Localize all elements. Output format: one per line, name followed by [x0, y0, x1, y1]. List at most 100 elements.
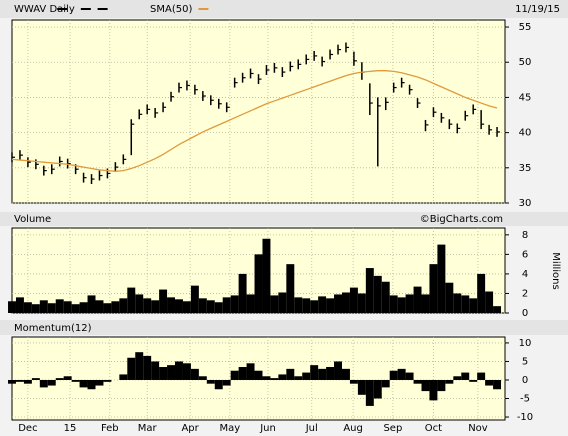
y-tick-label: 45	[519, 92, 532, 103]
bar	[310, 300, 319, 313]
bar	[326, 367, 335, 380]
x-tick-label: Apr	[181, 423, 199, 434]
bar	[246, 363, 255, 380]
bar	[31, 304, 40, 313]
bar	[477, 273, 486, 313]
bar	[190, 285, 199, 313]
y-tick-label: 50	[519, 57, 532, 68]
x-tick-label: Sep	[383, 423, 402, 434]
bar	[453, 376, 462, 380]
bar	[294, 297, 303, 313]
bar	[270, 378, 279, 380]
bar	[461, 295, 470, 313]
x-tick-label: Oct	[425, 423, 442, 434]
bar	[175, 361, 183, 380]
bar	[381, 379, 390, 388]
bar	[286, 264, 295, 313]
bar	[477, 372, 486, 380]
bar	[47, 303, 56, 313]
bar	[63, 301, 72, 313]
bar	[278, 292, 287, 313]
bar	[334, 361, 342, 380]
bar	[159, 367, 168, 380]
bar	[23, 302, 32, 313]
bar	[222, 297, 231, 313]
bar	[365, 268, 374, 313]
x-tick-label: Dec	[18, 423, 37, 434]
bar	[445, 282, 454, 313]
bar	[389, 370, 398, 380]
header-strip	[0, 0, 568, 18]
bar	[151, 300, 160, 313]
bar	[381, 281, 390, 313]
bar	[493, 379, 502, 390]
price-plot	[11, 19, 506, 204]
y-tick-label: 30	[519, 198, 532, 209]
bar	[79, 302, 88, 313]
bar	[469, 298, 478, 313]
bar	[167, 297, 176, 313]
y-tick-label: 4	[522, 269, 528, 280]
date-label: 11/19/15	[515, 4, 560, 15]
bar	[429, 379, 438, 401]
bar	[310, 365, 319, 380]
bar	[246, 294, 255, 313]
bar	[294, 376, 303, 380]
bar	[485, 379, 494, 386]
bar	[95, 379, 104, 386]
bar	[206, 379, 215, 384]
y-tick-label: 40	[519, 128, 532, 139]
y-tick-label: -5	[520, 394, 530, 405]
bar	[167, 365, 176, 380]
bar	[55, 299, 64, 313]
sma-line	[11, 70, 498, 172]
bar	[318, 296, 327, 313]
bar	[151, 361, 160, 380]
y-tick-label: 10	[519, 338, 532, 349]
bar	[23, 379, 32, 384]
y-axis-label: Millions	[550, 252, 561, 289]
bar	[445, 379, 454, 384]
bar	[95, 300, 104, 313]
x-tick-label: Feb	[101, 423, 119, 434]
y-tick-label: 0	[522, 375, 528, 386]
x-tick-label: May	[220, 423, 241, 434]
bar	[469, 379, 478, 382]
bar	[262, 376, 271, 380]
bar	[413, 286, 422, 313]
bar	[15, 297, 24, 313]
x-tick-label: Aug	[343, 423, 363, 434]
bar	[182, 363, 191, 380]
bar	[15, 379, 24, 382]
bar	[143, 298, 152, 313]
bar	[135, 352, 144, 380]
bar	[453, 293, 462, 313]
bar	[214, 302, 223, 313]
bar	[39, 379, 48, 388]
bar	[389, 295, 398, 313]
bar	[437, 379, 446, 392]
x-tick-label: Nov	[468, 423, 488, 434]
y-tick-label: 0	[522, 308, 528, 319]
bar	[198, 298, 207, 313]
x-tick-label: Mar	[138, 423, 158, 434]
bar	[334, 294, 342, 313]
bar	[119, 374, 128, 380]
panel-title: Momentum(12)	[14, 323, 92, 334]
bar	[230, 295, 239, 313]
bar	[47, 379, 56, 386]
y-tick-label: 8	[522, 230, 528, 241]
bar	[238, 367, 247, 380]
bar	[357, 293, 366, 313]
bar	[222, 379, 231, 386]
bar	[254, 370, 263, 380]
bar	[127, 287, 136, 313]
bar	[254, 254, 263, 313]
bar	[182, 301, 191, 313]
bar	[159, 289, 168, 313]
bar	[127, 357, 136, 380]
bar	[87, 295, 96, 313]
bar	[357, 379, 366, 395]
bar	[421, 294, 430, 313]
bar	[302, 372, 311, 380]
